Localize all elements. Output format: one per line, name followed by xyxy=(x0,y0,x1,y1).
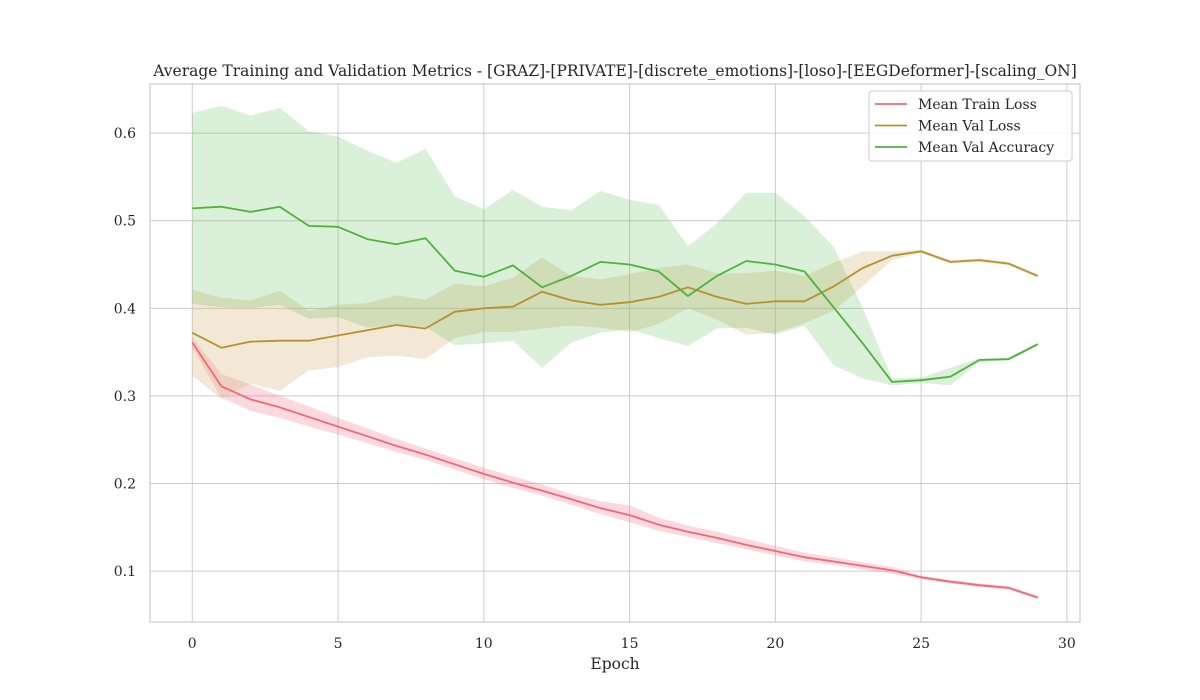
x-tick-label: 0 xyxy=(188,636,197,652)
x-tick-label: 10 xyxy=(475,636,493,652)
y-tick-label: 0.6 xyxy=(114,126,136,142)
plot-frame xyxy=(149,83,1081,623)
x-axis-label: Epoch xyxy=(590,655,639,673)
y-ticks: 0.1 0.2 0.3 0.4 0.5 0.6 xyxy=(114,126,136,580)
legend-label: Mean Train Loss xyxy=(918,97,1037,113)
series-lines xyxy=(191,205,1039,599)
legend: Mean Train Loss Mean Val Loss Mean Val Acc… xyxy=(868,90,1073,162)
line-mean-val-accuracy xyxy=(192,205,1039,383)
y-tick-label: 0.2 xyxy=(114,477,136,493)
y-tick-label: 0.1 xyxy=(114,564,136,580)
band-mean-val-accuracy xyxy=(192,105,1038,386)
x-tick-label: 30 xyxy=(1058,636,1076,652)
x-ticks: 0 5 10 15 20 25 30 xyxy=(188,636,1076,652)
line-mean-val-loss xyxy=(191,250,1039,349)
x-tick-label: 25 xyxy=(912,636,930,652)
confidence-bands xyxy=(192,105,1038,600)
y-tick-label: 0.3 xyxy=(114,389,136,405)
band-mean-train-loss xyxy=(192,337,1038,600)
x-tick-label: 15 xyxy=(621,636,639,652)
line-mean-train-loss xyxy=(191,342,1038,599)
y-tick-label: 0.5 xyxy=(114,214,136,230)
chart-title: Average Training and Validation Metrics … xyxy=(152,62,1077,80)
band-mean-val-loss xyxy=(192,249,1038,399)
legend-box xyxy=(868,90,1073,162)
legend-label: Mean Val Loss xyxy=(918,119,1021,135)
legend-label: Mean Val Accuracy xyxy=(918,140,1054,156)
x-tick-label: 5 xyxy=(334,636,343,652)
x-tick-label: 20 xyxy=(766,636,784,652)
y-tick-label: 0.4 xyxy=(114,301,136,317)
